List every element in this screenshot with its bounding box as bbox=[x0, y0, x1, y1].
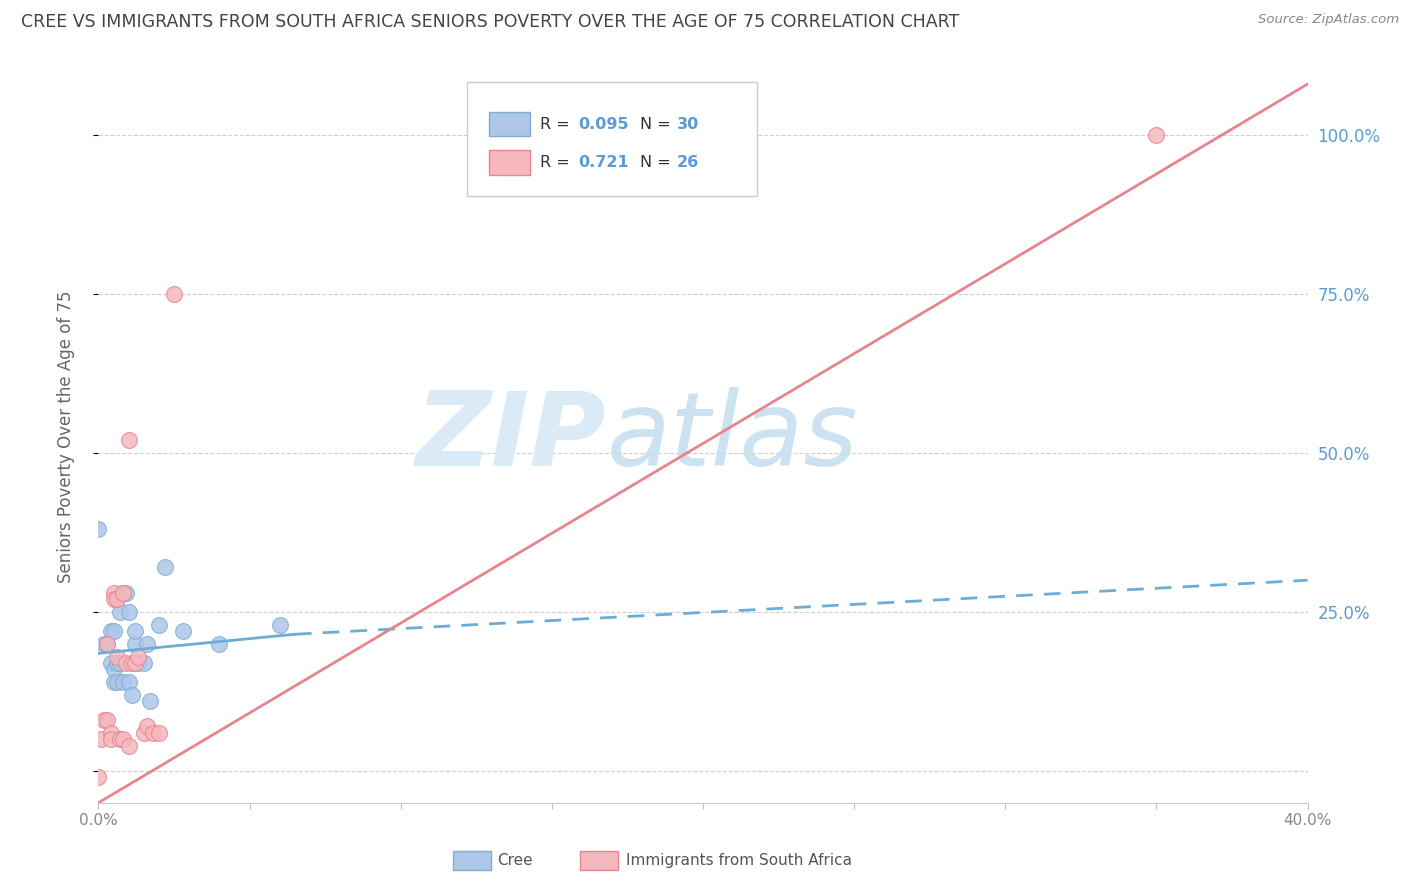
Point bbox=[103, 586, 125, 600]
Text: Source: ZipAtlas.com: Source: ZipAtlas.com bbox=[1258, 13, 1399, 27]
FancyBboxPatch shape bbox=[489, 112, 530, 136]
Point bbox=[105, 592, 128, 607]
Text: ZIP: ZIP bbox=[416, 386, 606, 488]
Point bbox=[269, 617, 291, 632]
Point bbox=[103, 592, 125, 607]
Point bbox=[105, 649, 128, 664]
Point bbox=[103, 662, 125, 676]
Point bbox=[139, 694, 162, 708]
Point bbox=[208, 637, 231, 651]
Point bbox=[118, 605, 141, 619]
Point bbox=[172, 624, 194, 638]
Point bbox=[96, 637, 118, 651]
Text: 26: 26 bbox=[676, 155, 699, 170]
Y-axis label: Seniors Poverty Over the Age of 75: Seniors Poverty Over the Age of 75 bbox=[56, 291, 75, 583]
Text: N =: N = bbox=[640, 117, 676, 131]
Point bbox=[108, 605, 131, 619]
Point bbox=[127, 656, 149, 670]
Point bbox=[111, 732, 134, 747]
Point bbox=[121, 688, 143, 702]
Point bbox=[100, 726, 122, 740]
Point bbox=[96, 713, 118, 727]
Point bbox=[124, 656, 146, 670]
FancyBboxPatch shape bbox=[467, 82, 758, 195]
Point bbox=[142, 726, 165, 740]
Point bbox=[153, 560, 176, 574]
FancyBboxPatch shape bbox=[579, 851, 619, 870]
Point bbox=[124, 637, 146, 651]
Point bbox=[111, 586, 134, 600]
Text: R =: R = bbox=[540, 117, 575, 131]
Point bbox=[135, 637, 157, 651]
Point bbox=[103, 675, 125, 690]
Point bbox=[148, 617, 170, 632]
Point bbox=[96, 637, 118, 651]
Text: N =: N = bbox=[640, 155, 676, 170]
Point bbox=[105, 592, 128, 607]
FancyBboxPatch shape bbox=[453, 851, 492, 870]
Point bbox=[87, 522, 110, 536]
FancyBboxPatch shape bbox=[489, 151, 530, 175]
Point bbox=[103, 624, 125, 638]
Point bbox=[1144, 128, 1167, 142]
Point bbox=[114, 656, 136, 670]
Point bbox=[93, 713, 115, 727]
Point bbox=[100, 656, 122, 670]
Text: atlas: atlas bbox=[606, 387, 858, 487]
Point bbox=[108, 656, 131, 670]
Text: 0.095: 0.095 bbox=[578, 117, 628, 131]
Point bbox=[121, 656, 143, 670]
Point bbox=[118, 739, 141, 753]
Point bbox=[100, 732, 122, 747]
Text: Cree: Cree bbox=[498, 853, 533, 868]
Point bbox=[114, 586, 136, 600]
Text: 0.721: 0.721 bbox=[578, 155, 628, 170]
Point bbox=[105, 675, 128, 690]
Point bbox=[108, 732, 131, 747]
Point bbox=[118, 675, 141, 690]
Point bbox=[111, 675, 134, 690]
Point bbox=[132, 726, 155, 740]
Point bbox=[118, 434, 141, 448]
Point bbox=[124, 624, 146, 638]
Point bbox=[132, 656, 155, 670]
Point bbox=[93, 637, 115, 651]
Point bbox=[87, 770, 110, 784]
Text: 30: 30 bbox=[676, 117, 699, 131]
Text: Immigrants from South Africa: Immigrants from South Africa bbox=[626, 853, 852, 868]
Point bbox=[111, 586, 134, 600]
Point bbox=[105, 656, 128, 670]
Point bbox=[127, 649, 149, 664]
Point bbox=[100, 624, 122, 638]
Text: CREE VS IMMIGRANTS FROM SOUTH AFRICA SENIORS POVERTY OVER THE AGE OF 75 CORRELAT: CREE VS IMMIGRANTS FROM SOUTH AFRICA SEN… bbox=[21, 13, 959, 31]
Point bbox=[148, 726, 170, 740]
Point bbox=[135, 719, 157, 733]
Point bbox=[163, 287, 186, 301]
Text: R =: R = bbox=[540, 155, 579, 170]
Point bbox=[90, 732, 112, 747]
